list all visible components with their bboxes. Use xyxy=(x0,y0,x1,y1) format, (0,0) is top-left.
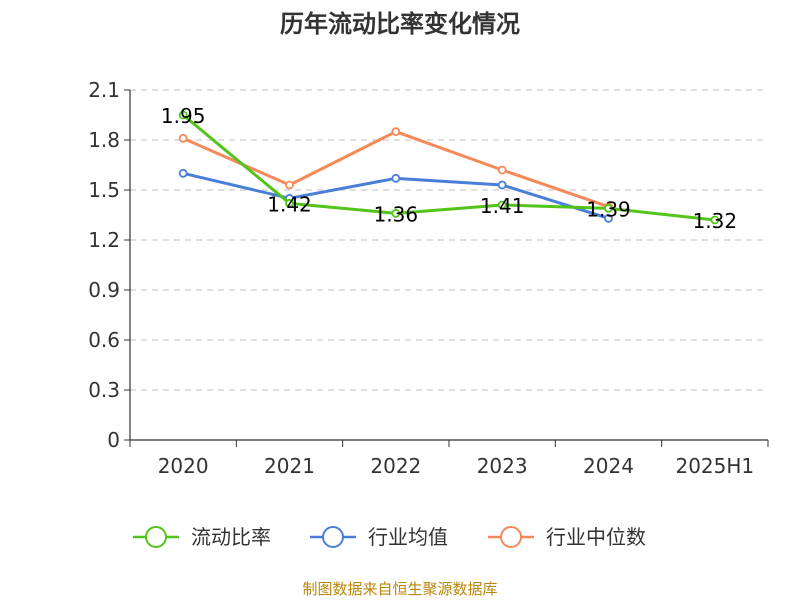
y-tick-label: 1.8 xyxy=(88,128,120,152)
series-point-2 xyxy=(285,180,294,190)
chart-title: 历年流动比率变化情况 xyxy=(280,10,520,38)
legend-marker xyxy=(322,526,344,548)
data-label: 1.95 xyxy=(161,104,206,128)
series-point-0 xyxy=(497,200,507,210)
source-note: 制图数据来自恒生聚源数据库 xyxy=(302,580,497,598)
data-label: 1.36 xyxy=(374,202,419,226)
series-point-0 xyxy=(391,208,401,218)
series-point-2 xyxy=(178,133,188,143)
series-lines xyxy=(178,110,720,225)
x-tick-label: 2021 xyxy=(264,454,315,478)
series-point-2 xyxy=(391,127,401,137)
legend-label: 行业均值 xyxy=(368,525,448,549)
y-tick-label: 2.1 xyxy=(88,78,120,102)
grid-lines xyxy=(130,89,768,391)
y-tick-label: 0.3 xyxy=(88,378,120,402)
legend-label: 行业中位数 xyxy=(546,525,646,549)
data-labels: 1.95 1.42 1.36 1.41 1.39 1.32 xyxy=(161,104,737,233)
x-tick-label: 2023 xyxy=(477,454,528,478)
axes: 0 0.3 0.6 0.9 1.2 1.5 1.8 2.1 2020 2021 2022 2023 20… xyxy=(88,78,769,478)
data-label: 1.39 xyxy=(586,197,631,221)
x-tick-label: 2022 xyxy=(370,454,421,478)
legend-marker xyxy=(145,526,167,548)
data-label: 1.32 xyxy=(693,209,738,233)
series-point-0 xyxy=(178,110,188,120)
legend-marker xyxy=(500,526,522,548)
x-tick-label: 2024 xyxy=(583,454,634,478)
x-tick-label: 2025H1 xyxy=(675,454,754,478)
series-point-0 xyxy=(604,203,613,213)
series-point-1 xyxy=(178,168,188,178)
data-label: 1.42 xyxy=(267,192,312,216)
series-line-0 xyxy=(182,113,715,222)
y-tick-label: 0.6 xyxy=(88,328,120,352)
y-tick-label: 0.9 xyxy=(88,278,120,302)
legend-label: 流动比率 xyxy=(191,525,271,549)
y-tick-label: 0 xyxy=(107,428,120,452)
series-point-1 xyxy=(604,213,613,223)
y-tick-label: 1.5 xyxy=(88,178,120,202)
data-label: 1.41 xyxy=(480,194,525,218)
y-tick-label: 1.2 xyxy=(88,228,120,252)
series-point-2 xyxy=(497,165,507,175)
series-point-1 xyxy=(391,173,401,183)
series-point-0 xyxy=(285,198,294,208)
series-point-1 xyxy=(497,180,507,190)
legend: 流动比率 行业均值 行业中位数 xyxy=(133,525,646,549)
series-point-0 xyxy=(710,215,720,225)
x-tick-label: 2020 xyxy=(158,454,209,478)
